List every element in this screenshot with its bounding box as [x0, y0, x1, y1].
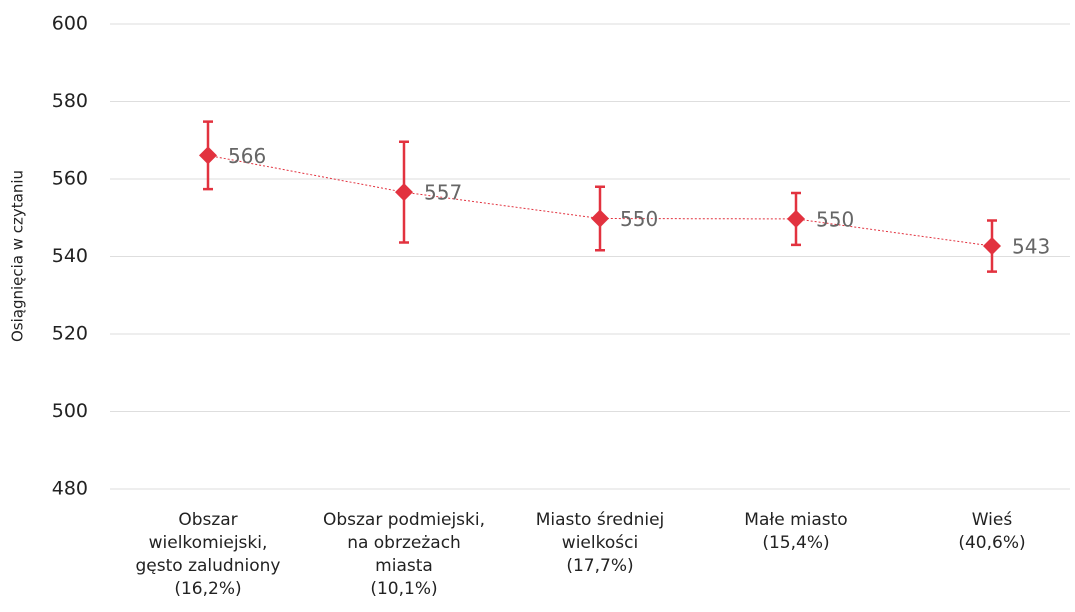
x-tick-label: Obszar — [178, 510, 237, 530]
x-tick-label: Obszar podmiejski, — [323, 510, 485, 530]
data-label: 566 — [228, 144, 266, 168]
data-point — [787, 209, 805, 228]
y-tick-label: 580 — [52, 90, 88, 112]
x-tick-label: gęsto zaludniony — [136, 556, 281, 576]
x-tick-label: wielkości — [562, 533, 638, 553]
x-tick-label: (16,2%) — [174, 579, 241, 599]
x-tick-label: Miasto średniej — [536, 510, 665, 530]
data-point — [591, 209, 609, 228]
x-tick-label: (17,7%) — [566, 556, 633, 576]
y-axis-label: Osiągnięcia w czytaniu — [9, 170, 27, 342]
y-tick-label: 500 — [52, 400, 88, 422]
y-tick-label: 520 — [52, 323, 88, 345]
data-point — [983, 237, 1001, 256]
data-label: 550 — [816, 207, 854, 231]
x-tick-label: (40,6%) — [958, 533, 1025, 553]
x-tick-label: (15,4%) — [762, 533, 829, 553]
x-tick-label: miasta — [375, 556, 433, 576]
y-tick-label: 480 — [52, 478, 88, 500]
data-label: 550 — [620, 207, 658, 231]
y-tick-label: 560 — [52, 168, 88, 190]
x-tick-label: Wieś — [972, 510, 1013, 530]
x-tick-label: (10,1%) — [370, 579, 437, 599]
x-tick-label: Małe miasto — [744, 510, 847, 530]
y-tick-label: 540 — [52, 245, 88, 267]
y-tick-label: 600 — [52, 13, 88, 35]
x-tick-label: na obrzeżach — [347, 533, 461, 553]
data-point — [395, 183, 413, 202]
data-point — [199, 146, 217, 165]
data-label: 543 — [1012, 235, 1050, 259]
x-tick-label: wielkomiejski, — [149, 533, 268, 553]
data-label: 557 — [424, 181, 462, 205]
